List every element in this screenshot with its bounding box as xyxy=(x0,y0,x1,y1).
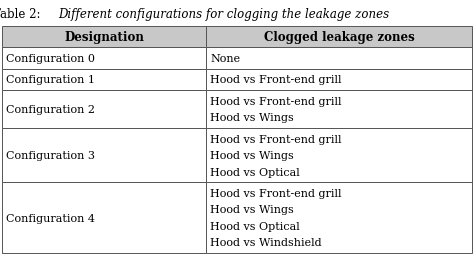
Bar xyxy=(2,129,207,183)
Bar xyxy=(2,47,207,69)
Text: None: None xyxy=(210,53,240,64)
Text: Hood vs Optical: Hood vs Optical xyxy=(210,221,300,231)
Text: Configuration 2: Configuration 2 xyxy=(6,105,95,115)
Bar xyxy=(207,183,472,253)
Text: Configuration 3: Configuration 3 xyxy=(6,151,95,161)
Text: Designation: Designation xyxy=(64,31,145,44)
Text: Hood vs Front-end grill: Hood vs Front-end grill xyxy=(210,97,342,107)
Text: Table 2:: Table 2: xyxy=(0,8,44,21)
Bar xyxy=(2,91,207,129)
Bar xyxy=(207,91,472,129)
Text: Configuration 0: Configuration 0 xyxy=(6,53,95,64)
Bar xyxy=(2,69,207,91)
Text: Hood vs Front-end grill: Hood vs Front-end grill xyxy=(210,188,342,199)
Text: Hood vs Optical: Hood vs Optical xyxy=(210,167,300,177)
Bar xyxy=(2,183,207,253)
Text: Configuration 1: Configuration 1 xyxy=(6,75,95,85)
Text: Configuration 4: Configuration 4 xyxy=(6,213,95,223)
Text: Hood vs Windshield: Hood vs Windshield xyxy=(210,237,322,247)
Text: Hood vs Front-end grill: Hood vs Front-end grill xyxy=(210,135,342,145)
Text: Clogged leakage zones: Clogged leakage zones xyxy=(264,31,414,44)
Text: Hood vs Wings: Hood vs Wings xyxy=(210,205,294,215)
Text: Different configurations for clogging the leakage zones: Different configurations for clogging th… xyxy=(58,8,389,21)
Text: Hood vs Front-end grill: Hood vs Front-end grill xyxy=(210,75,342,85)
Bar xyxy=(207,27,472,47)
Bar xyxy=(207,69,472,91)
Text: Hood vs Wings: Hood vs Wings xyxy=(210,151,294,161)
Text: Hood vs Wings: Hood vs Wings xyxy=(210,113,294,123)
Bar xyxy=(2,27,207,47)
Bar xyxy=(207,47,472,69)
Bar xyxy=(207,129,472,183)
